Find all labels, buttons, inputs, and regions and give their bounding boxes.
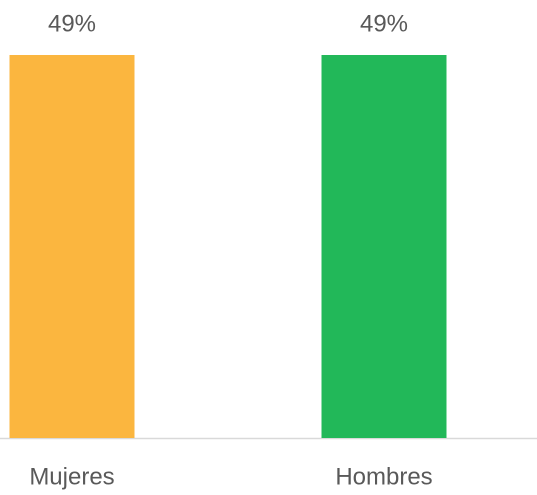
bar: [321, 55, 447, 438]
value-label: 49%: [360, 10, 408, 37]
x-tick-label: Mujeres: [29, 463, 114, 490]
value-label: 49%: [48, 10, 96, 37]
x-tick-label: Hombres: [335, 463, 432, 490]
bar: [9, 55, 135, 438]
